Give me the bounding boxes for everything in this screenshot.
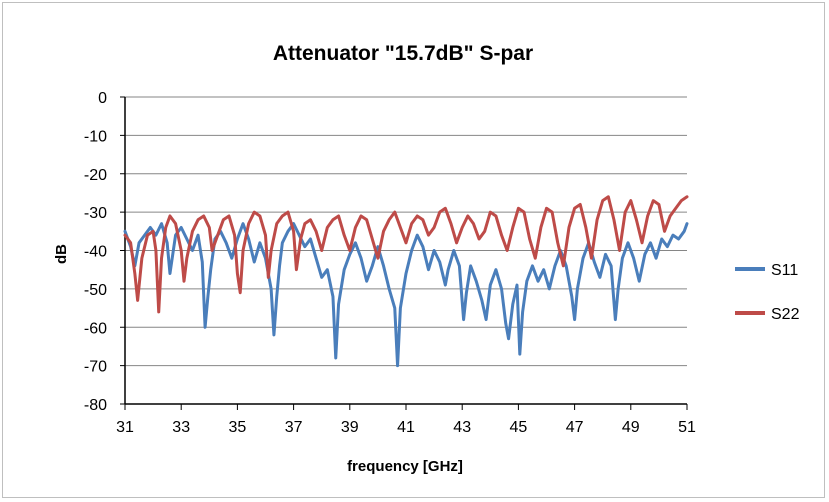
y-tick-label: -80 [84,397,107,414]
x-tick-label: 41 [397,419,415,436]
chart-title: Attenuator "15.7dB" S-par [273,42,533,65]
x-tick-label: 45 [510,419,528,436]
x-tick-label: 43 [453,419,471,436]
y-tick-label: -40 [84,244,107,261]
x-axis-label: frequency [GHz] [347,458,463,475]
y-axis-label: dB [53,244,70,264]
x-tick-labels: 31 33 35 37 39 41 43 45 47 49 51 [116,419,696,436]
legend-label-s22: S22 [771,306,800,323]
x-tick-label: 47 [566,419,584,436]
x-tick-label: 33 [172,419,190,436]
x-tick-label: 49 [622,419,640,436]
series-line-s11 [123,222,689,368]
x-tick-label: 39 [341,419,359,436]
x-tick-label: 35 [229,419,247,436]
series-line-s22 [123,195,689,314]
y-tick-label: -30 [84,205,107,222]
x-tick-label: 51 [678,419,696,436]
line-chart: Attenuator "15.7dB" S-par 0 -10 -20 -30 -40 -… [53,42,800,475]
legend-label-s11: S11 [771,262,798,279]
y-tick-labels: 0 -10 -20 -30 -40 -50 -60 -70 -80 [84,90,107,414]
series-lines [123,195,689,368]
y-tick-label: -70 [84,359,107,376]
y-tick-label: -10 [84,128,107,145]
axes [120,96,688,410]
grid-lines [125,96,687,367]
x-tick-label: 37 [285,419,303,436]
legend: S11 S22 [735,262,800,323]
y-tick-label: -20 [84,167,107,184]
y-tick-label: -60 [84,320,107,337]
x-tick-label: 31 [116,419,134,436]
y-tick-label: -50 [84,282,107,299]
y-tick-label: 0 [98,90,107,107]
